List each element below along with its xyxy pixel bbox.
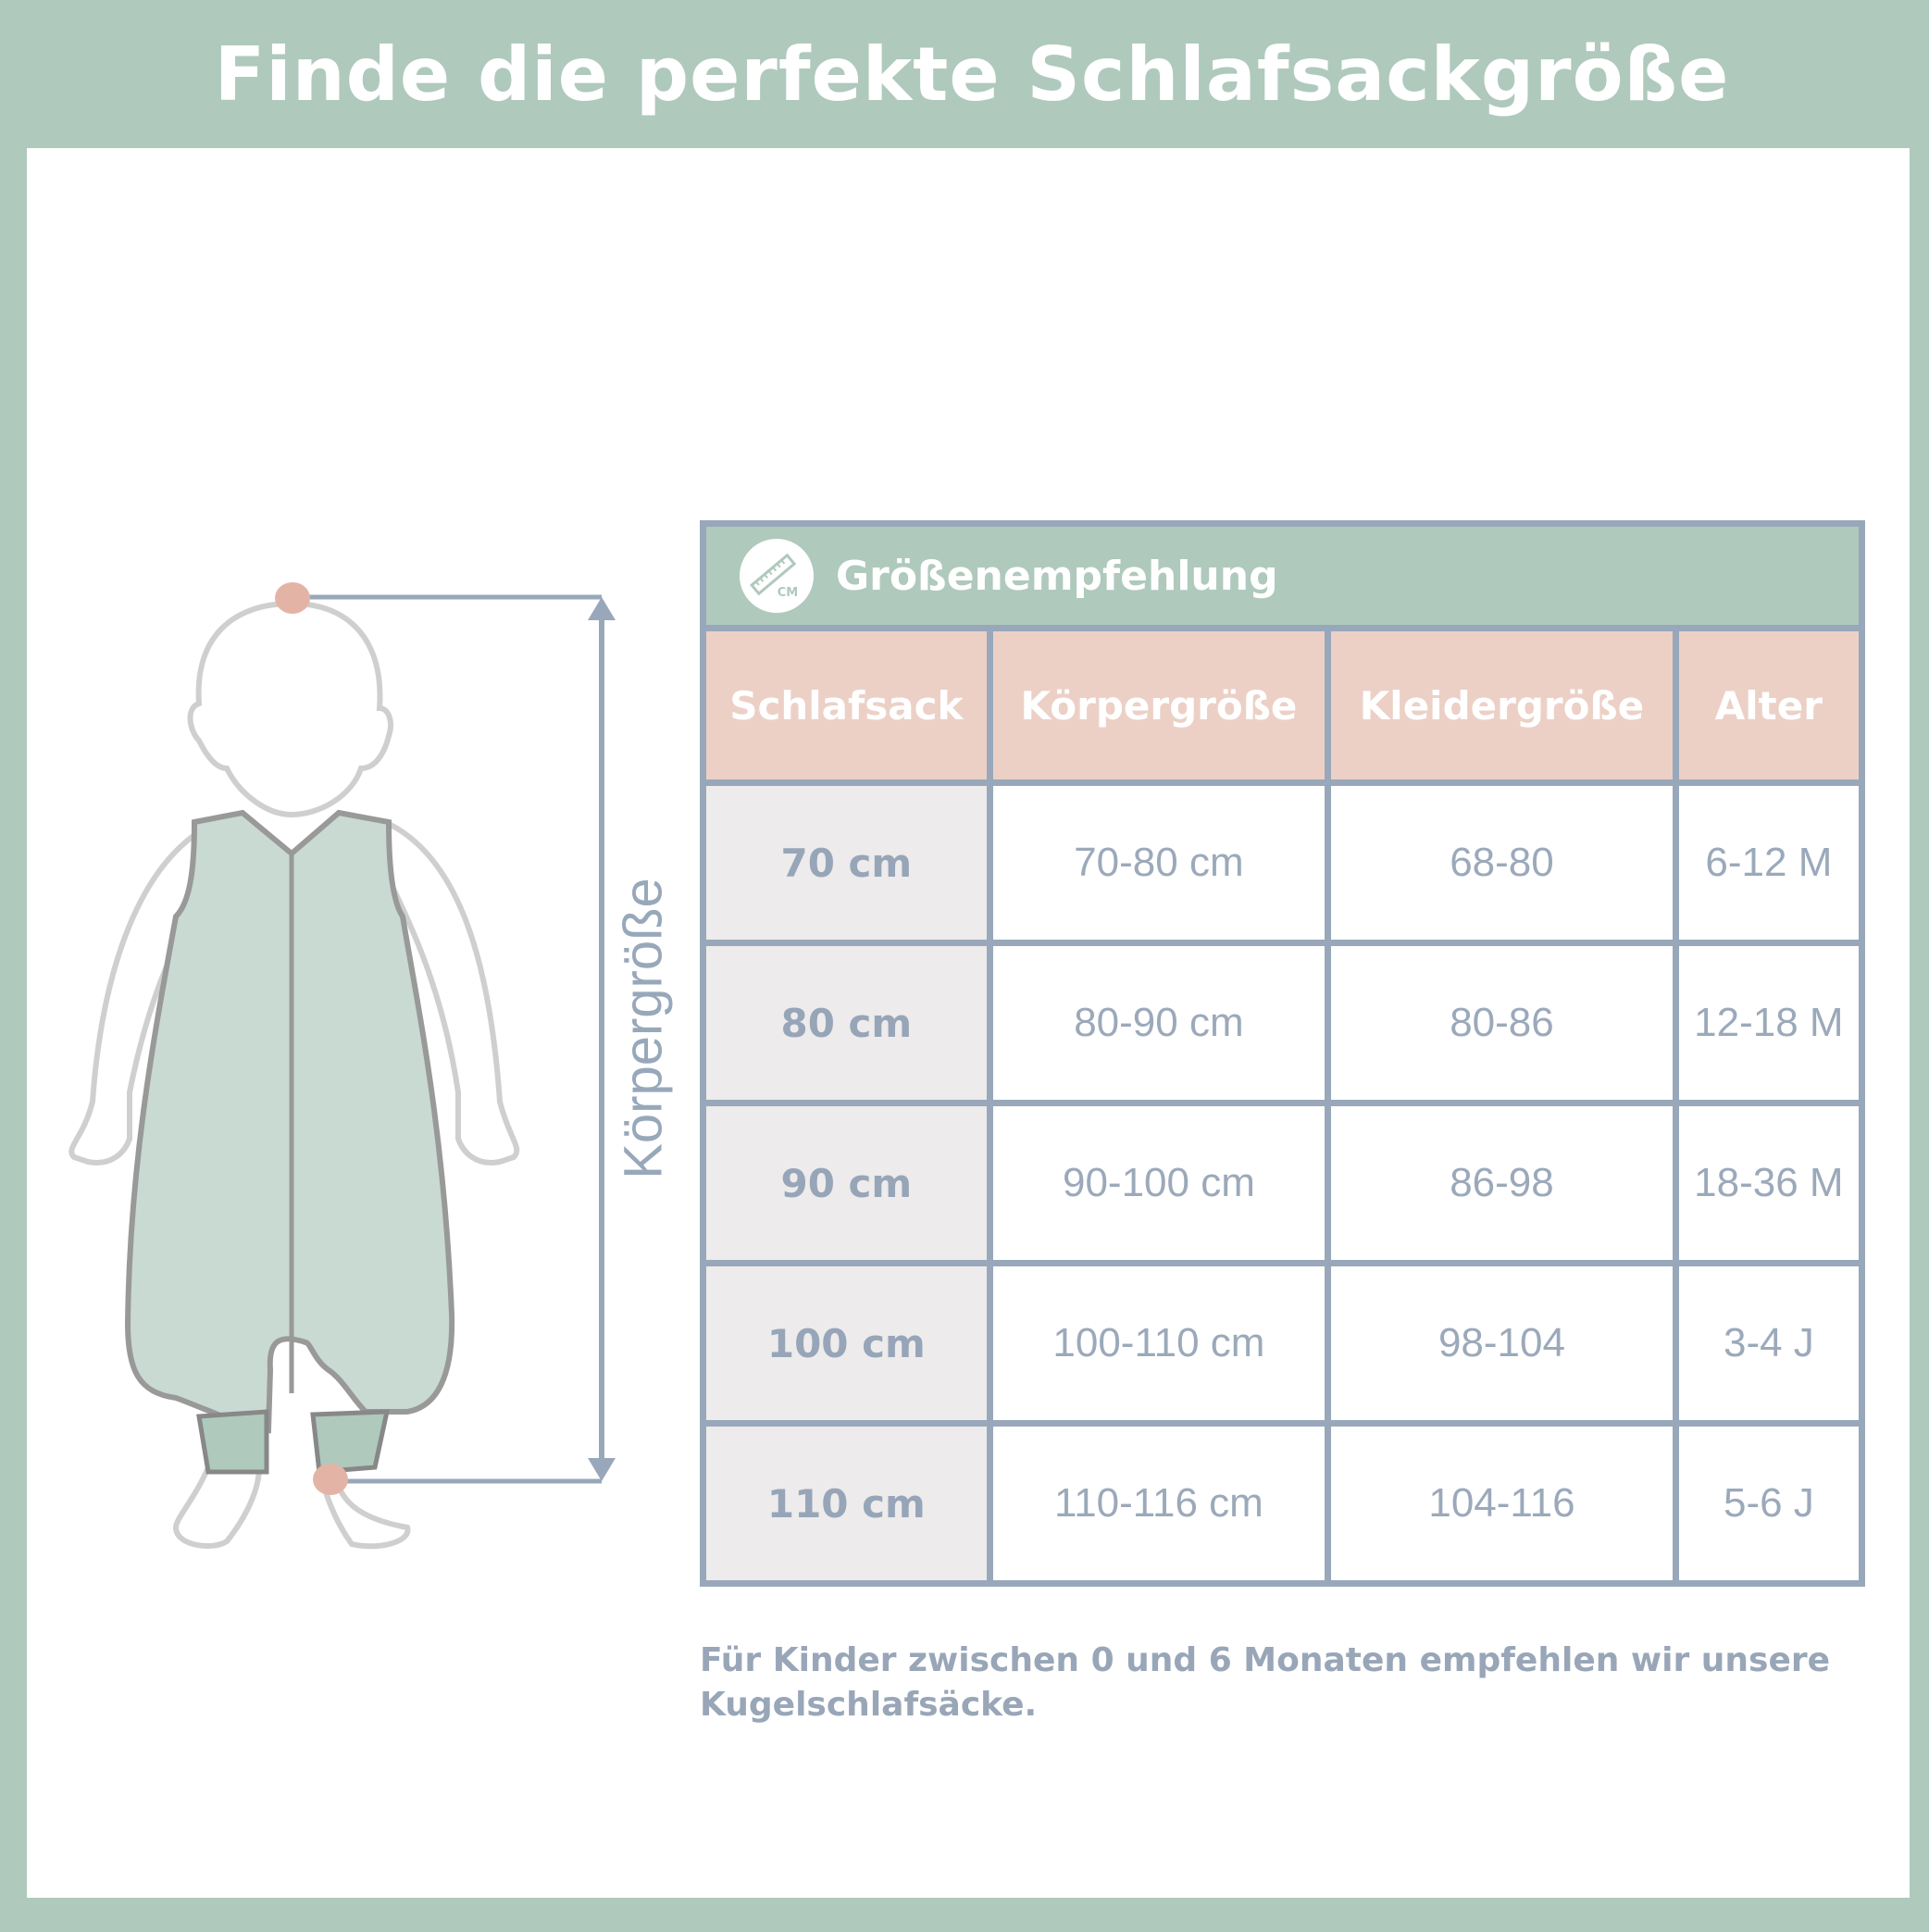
cell-kleidergroesse: 80-86 xyxy=(1325,940,1679,1106)
cell-schlafsack: 80 cm xyxy=(700,940,993,1106)
svg-text:CM: CM xyxy=(778,586,798,600)
table-row: 90 cm 90-100 cm 86-98 18-36 M xyxy=(700,1100,1866,1266)
height-label: Körpergröße xyxy=(613,878,674,1179)
col-alter: Alter xyxy=(1672,625,1866,786)
right-cuff xyxy=(310,1409,391,1475)
cell-kleidergroesse: 98-104 xyxy=(1325,1260,1679,1427)
size-table: CM Größenempfehlung Schlafsack Körpergrö… xyxy=(700,520,1866,1587)
col-kleidergroesse: Kleidergröße xyxy=(1325,625,1679,786)
cell-kleidergroesse: 86-98 xyxy=(1325,1100,1679,1266)
cell-koerpergroesse: 110-116 cm xyxy=(986,1420,1332,1587)
cell-koerpergroesse: 80-90 cm xyxy=(986,940,1332,1106)
cell-schlafsack: 90 cm xyxy=(700,1100,993,1266)
table-title: Größenempfehlung xyxy=(836,552,1278,600)
table-title-row: CM Größenempfehlung xyxy=(700,520,1865,631)
cell-schlafsack: 100 cm xyxy=(700,1260,993,1427)
head-marker xyxy=(275,582,310,614)
cell-alter: 3-4 J xyxy=(1672,1260,1866,1427)
cell-alter: 12-18 M xyxy=(1672,940,1866,1106)
table-row: 70 cm 70-80 cm 68-80 6-12 M xyxy=(700,779,1866,946)
cell-alter: 6-12 M xyxy=(1672,779,1866,946)
column-header-row: Schlafsack Körpergröße Kleidergröße Alte… xyxy=(700,625,1866,786)
cell-kleidergroesse: 68-80 xyxy=(1325,779,1679,946)
table-row: 110 cm 110-116 cm 104-116 5-6 J xyxy=(700,1420,1866,1587)
baby-body xyxy=(68,600,520,1550)
footnote: Für Kinder zwischen 0 und 6 Monaten empf… xyxy=(700,1641,1831,1724)
cell-alter: 5-6 J xyxy=(1672,1420,1866,1587)
cell-koerpergroesse: 100-110 cm xyxy=(986,1260,1332,1427)
arrow-down-icon xyxy=(588,1458,616,1481)
ruler-cm-icon: CM xyxy=(740,539,814,613)
cell-koerpergroesse: 70-80 cm xyxy=(986,779,1332,946)
cell-koerpergroesse: 90-100 cm xyxy=(986,1100,1332,1266)
foot-marker xyxy=(313,1464,348,1495)
cell-kleidergroesse: 104-116 xyxy=(1325,1420,1679,1587)
arrow-up-icon xyxy=(588,597,616,620)
left-cuff xyxy=(196,1409,269,1475)
cell-alter: 18-36 M xyxy=(1672,1100,1866,1266)
col-schlafsack: Schlafsack xyxy=(700,625,993,786)
cell-schlafsack: 70 cm xyxy=(700,779,993,946)
table-row: 100 cm 100-110 cm 98-104 3-4 J xyxy=(700,1260,1866,1427)
table-row: 80 cm 80-90 cm 80-86 12-18 M xyxy=(700,940,1866,1106)
page-title: Finde die perfekte Schlafsackgröße xyxy=(214,31,1730,118)
cell-schlafsack: 110 cm xyxy=(700,1420,993,1587)
col-koerpergroesse: Körpergröße xyxy=(986,625,1332,786)
